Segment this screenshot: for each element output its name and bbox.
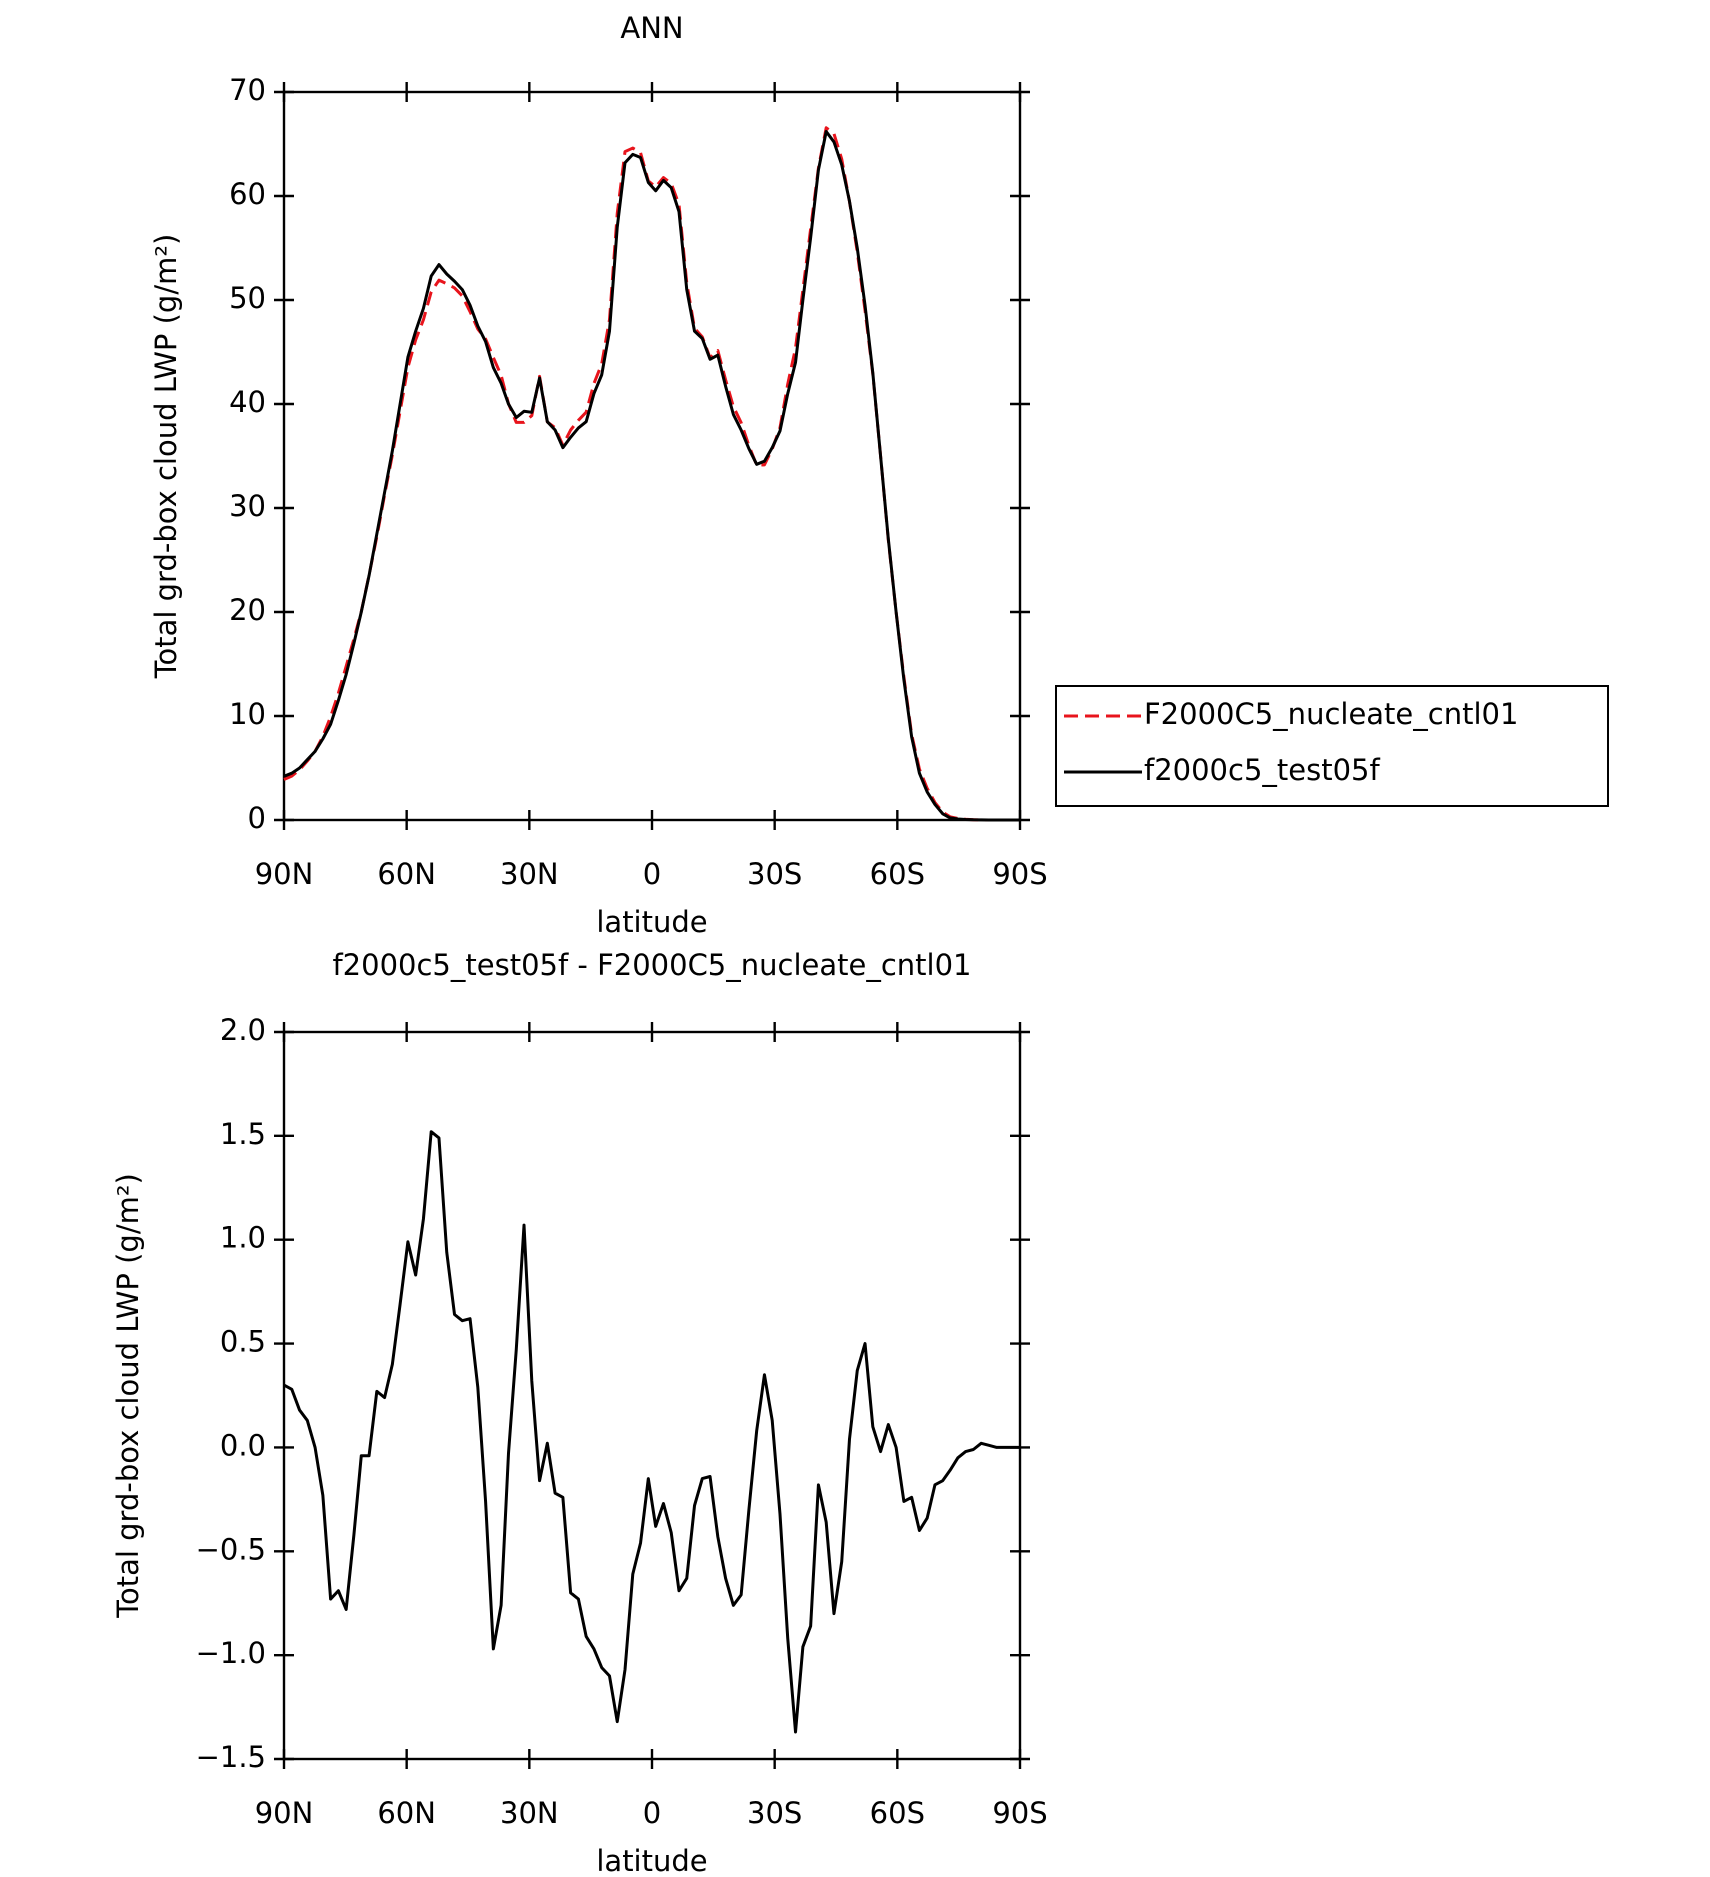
y-tick-label: 70: [229, 73, 266, 107]
y-tick-label: 0.0: [220, 1428, 266, 1462]
plot-frame: [282, 1030, 1022, 1761]
data-line: [283, 1130, 1020, 1734]
x-tick-label: 60S: [870, 1796, 925, 1830]
x-tick-label: 30N: [500, 1796, 559, 1830]
legend-frame: [1055, 685, 1609, 807]
x-tick-label: 30S: [747, 857, 802, 891]
y-tick-label: −1.0: [196, 1636, 266, 1670]
y-tick-label: 40: [229, 385, 266, 419]
y-tick-label: 0: [248, 801, 266, 835]
x-tick-label: 60S: [870, 857, 925, 891]
legend-label: f2000c5_test05f: [1144, 753, 1381, 787]
y-tick-label: −1.5: [196, 1740, 266, 1774]
y-tick-label: 1.0: [220, 1221, 266, 1255]
y-tick-label: 30: [229, 489, 266, 523]
y-tick-label: 10: [229, 697, 266, 731]
x-tick-label: 90S: [992, 1796, 1047, 1830]
x-tick-label: 30S: [747, 1796, 802, 1830]
y-axis-label: Total grd-box cloud LWP (g/m²): [149, 234, 183, 680]
y-tick-label: 20: [229, 593, 266, 627]
y-tick-label: −0.5: [196, 1532, 266, 1566]
y-tick-label: 0.5: [220, 1325, 266, 1359]
y-tick-label: 1.5: [220, 1117, 266, 1151]
y-tick-label: 60: [229, 177, 266, 211]
x-tick-label: 60N: [377, 1796, 436, 1830]
legend-label: F2000C5_nucleate_cntl01: [1144, 697, 1518, 731]
x-tick-label: 90S: [992, 857, 1047, 891]
chart-title: f2000c5_test05f - F2000C5_nucleate_cntl0…: [332, 948, 971, 982]
y-tick-label: 50: [229, 281, 266, 315]
chart-title: ANN: [620, 11, 683, 45]
x-tick-label: 90N: [255, 1796, 314, 1830]
x-tick-label: 60N: [377, 857, 436, 891]
legend: F2000C5_nucleate_cntl01 f2000c5_test05f: [1055, 685, 1609, 807]
x-tick-label: 0: [643, 857, 661, 891]
x-tick-label: 0: [643, 1796, 661, 1830]
x-axis-label: latitude: [596, 905, 707, 939]
data-line: [283, 130, 1020, 822]
x-axis-label: latitude: [596, 1844, 707, 1877]
y-axis-label: Total grd-box cloud LWP (g/m²): [111, 1173, 145, 1619]
x-tick-label: 90N: [255, 857, 314, 891]
x-tick-label: 30N: [500, 857, 559, 891]
y-tick-label: 2.0: [220, 1013, 266, 1047]
